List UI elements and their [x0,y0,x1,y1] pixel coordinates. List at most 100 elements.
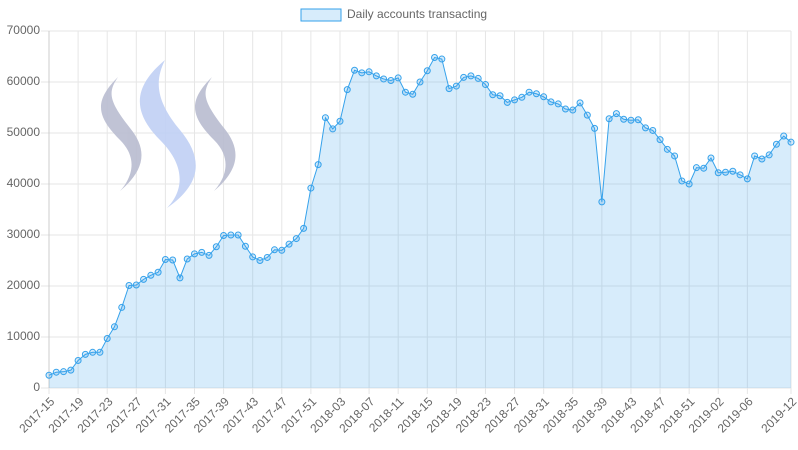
point [198,248,206,256]
point [321,114,329,122]
legend-swatch [300,8,342,22]
point [263,253,271,261]
point [74,356,82,364]
point [351,66,359,74]
y-tick-label: 30000 [7,227,41,241]
point [627,116,635,124]
point [416,78,424,86]
y-tick-label: 70000 [7,23,41,37]
point [183,255,191,263]
point [118,303,126,311]
point [161,255,169,263]
point [249,253,257,261]
point [620,115,628,123]
point [445,85,453,93]
point [532,90,540,98]
point [780,132,788,140]
x-tick-label: 2019-12 [758,394,798,435]
point [372,72,380,80]
point [154,268,162,276]
point [147,271,155,279]
point [678,177,686,185]
y-tick-label: 50000 [7,125,41,139]
legend-item: Daily accounts transacting [300,7,487,22]
point [96,348,104,356]
point [110,323,118,331]
point [671,152,679,160]
point [125,281,133,289]
y-tick-label: 60000 [7,74,41,88]
point [736,171,744,179]
point [89,348,97,356]
point [503,98,511,106]
point [132,281,140,289]
point [685,180,693,188]
point [591,124,599,132]
point [307,184,315,192]
point [234,231,242,239]
point [583,111,591,119]
point [460,73,468,81]
y-tick-label: 10000 [7,329,41,343]
point [649,126,657,134]
point [481,81,489,89]
point [394,74,402,82]
point [518,93,526,101]
point [540,93,548,101]
point [169,256,177,264]
line [48,56,792,376]
y-tick-label: 40000 [7,176,41,190]
point [220,232,228,240]
point [336,117,344,125]
point [554,100,562,108]
point [663,145,671,153]
point [714,169,722,177]
point [758,155,766,163]
point [467,72,475,80]
y-tick-label: 0 [33,380,40,394]
point [569,106,577,114]
point [423,67,431,75]
point [190,250,198,258]
y-tick-label: 20000 [7,278,41,292]
point [700,164,708,172]
point [642,124,650,132]
point [212,243,220,251]
point [271,246,279,254]
area [49,57,791,389]
logo [100,60,236,208]
point [743,175,751,183]
point [256,257,264,264]
point [60,368,68,376]
point [431,54,439,62]
point [52,368,60,376]
point [300,224,308,232]
point [314,161,322,169]
point [612,110,620,118]
point [598,198,606,206]
point [241,242,249,250]
point [329,125,337,133]
point [45,371,53,379]
point [729,167,737,175]
point [438,55,446,63]
point [278,246,286,254]
point [547,98,555,106]
point [561,105,569,113]
point [722,168,730,176]
point [401,88,409,96]
point [772,140,780,148]
point [227,231,235,239]
point [525,88,533,96]
legend-label: Daily accounts transacting [347,7,487,21]
point [365,68,373,76]
point [787,138,795,146]
point [343,86,351,94]
point [452,82,460,90]
point [707,154,715,162]
point [387,76,395,84]
point [358,69,366,77]
point [751,152,759,160]
point [140,275,148,283]
